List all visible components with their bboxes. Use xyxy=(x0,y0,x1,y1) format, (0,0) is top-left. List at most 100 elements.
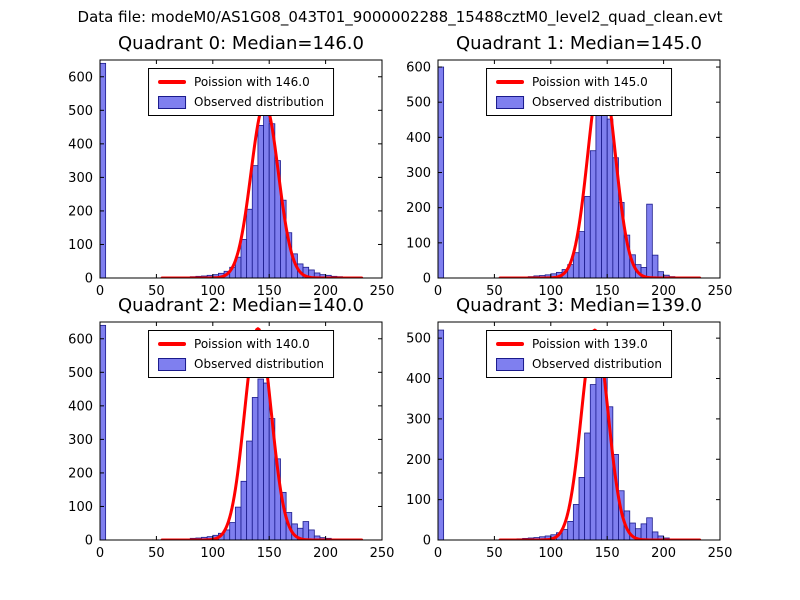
histogram-patch-sample-icon xyxy=(158,95,187,109)
quadrant-1-title: Quadrant 1: Median=145.0 xyxy=(456,33,702,54)
y-tick-label: 600 xyxy=(68,332,93,347)
histogram-bar xyxy=(257,378,264,540)
histogram-label: Observed distribution xyxy=(194,357,324,371)
x-tick-label: 50 xyxy=(148,546,165,561)
x-tick-label: 150 xyxy=(257,546,282,561)
histogram-bar xyxy=(246,208,253,278)
x-tick-label: 250 xyxy=(370,284,395,299)
axes-frame xyxy=(99,321,383,541)
histogram-bar xyxy=(601,102,608,278)
fit-line-sample-icon xyxy=(496,80,525,84)
quadrant-2-legend: Poission with 140.0 Observed distributio… xyxy=(148,330,334,378)
histogram-bar xyxy=(100,324,107,540)
histogram-patch-sample-icon xyxy=(158,357,187,371)
y-tick-label: 400 xyxy=(406,131,431,146)
y-tick-label: 400 xyxy=(68,399,93,414)
legend-row-fit: Poission with 145.0 xyxy=(496,75,662,89)
legend-row-hist: Observed distribution xyxy=(158,95,324,109)
y-tick-label: 500 xyxy=(68,104,93,119)
x-tick-label: 200 xyxy=(651,546,676,561)
y-tick-label: 100 xyxy=(68,500,93,515)
y-tick-label: 200 xyxy=(68,204,93,219)
histogram-bar xyxy=(240,480,248,540)
histogram-bar xyxy=(263,109,270,278)
y-tick-label: 300 xyxy=(406,412,431,427)
histogram-bar xyxy=(584,196,591,278)
histogram-bar xyxy=(595,111,602,278)
histogram-bar xyxy=(251,165,259,278)
quadrant-2-plot-area xyxy=(100,324,364,540)
axes-frame xyxy=(437,59,721,279)
x-tick-label: 100 xyxy=(538,546,563,561)
quadrant-0-legend: Poission with 146.0 Observed distributio… xyxy=(148,68,334,116)
x-tick-label: 50 xyxy=(486,546,503,561)
x-tick-label: 50 xyxy=(486,284,503,299)
y-tick-label: 300 xyxy=(406,166,431,181)
histogram-bar xyxy=(646,203,653,278)
axes-frame xyxy=(99,59,383,279)
histogram-bar xyxy=(302,521,310,540)
y-tick-label: 100 xyxy=(68,238,93,253)
y-tick-label: 0 xyxy=(423,534,431,549)
histogram-label: Observed distribution xyxy=(532,95,662,109)
x-tick-label: 150 xyxy=(257,284,282,299)
y-tick-label: 500 xyxy=(406,332,431,347)
fit-line-label: Poission with 146.0 xyxy=(194,75,310,89)
histogram-bar xyxy=(589,384,597,540)
x-tick-label: 100 xyxy=(200,546,225,561)
histogram-bar xyxy=(240,239,248,278)
histogram-label: Observed distribution xyxy=(194,95,324,109)
quadrant-1-legend: Poission with 145.0 Observed distributio… xyxy=(486,68,672,116)
histogram-bar xyxy=(572,504,580,540)
fit-line-sample-icon xyxy=(158,342,187,346)
histogram-bar xyxy=(257,125,264,278)
y-tick-label: 200 xyxy=(406,453,431,468)
histogram-bar xyxy=(229,522,236,540)
histogram-bar xyxy=(646,517,653,540)
histogram-bar xyxy=(578,477,586,540)
y-tick-label: 400 xyxy=(406,372,431,387)
quadrant-3-plot-area xyxy=(438,328,702,540)
legend-row-hist: Observed distribution xyxy=(496,95,662,109)
histogram-bar xyxy=(567,521,574,540)
histogram-bar xyxy=(100,62,107,278)
x-tick-label: 200 xyxy=(313,546,338,561)
fit-line-sample-icon xyxy=(158,80,187,84)
y-tick-label: 200 xyxy=(68,466,93,481)
x-tick-label: 0 xyxy=(96,546,104,561)
histogram-bar xyxy=(246,440,253,540)
y-tick-label: 0 xyxy=(85,534,93,549)
x-tick-label: 150 xyxy=(595,284,620,299)
histogram-bar xyxy=(589,150,597,278)
y-tick-label: 300 xyxy=(68,171,93,186)
histogram-patch-sample-icon xyxy=(496,95,525,109)
y-tick-label: 500 xyxy=(68,366,93,381)
x-tick-label: 250 xyxy=(370,546,395,561)
histogram-bar xyxy=(234,506,242,540)
y-tick-label: 200 xyxy=(406,201,431,216)
y-tick-label: 600 xyxy=(406,61,431,76)
quadrant-3-title: Quadrant 3: Median=139.0 xyxy=(456,295,702,316)
histogram-bar xyxy=(251,397,259,540)
x-tick-label: 150 xyxy=(595,546,620,561)
fit-line-sample-icon xyxy=(496,342,525,346)
fit-line-label: Poission with 139.0 xyxy=(532,337,648,351)
y-tick-label: 600 xyxy=(68,70,93,85)
figure-title: Data file: modeM0/AS1G08_043T01_90000022… xyxy=(77,8,723,26)
x-tick-label: 100 xyxy=(200,284,225,299)
x-tick-label: 50 xyxy=(148,284,165,299)
x-tick-label: 250 xyxy=(708,546,733,561)
y-tick-label: 300 xyxy=(68,433,93,448)
histogram-bar xyxy=(578,231,586,278)
fit-line-label: Poission with 145.0 xyxy=(532,75,648,89)
legend-row-fit: Poission with 146.0 xyxy=(158,75,324,89)
quadrant-0-title: Quadrant 0: Median=146.0 xyxy=(118,33,364,54)
legend-row-fit: Poission with 140.0 xyxy=(158,337,324,351)
histogram-bar xyxy=(263,382,270,540)
y-tick-label: 100 xyxy=(406,236,431,251)
legend-row-hist: Observed distribution xyxy=(496,357,662,371)
x-tick-label: 200 xyxy=(651,284,676,299)
histogram-bar xyxy=(584,432,591,540)
y-tick-label: 100 xyxy=(406,493,431,508)
y-tick-label: 0 xyxy=(85,272,93,287)
